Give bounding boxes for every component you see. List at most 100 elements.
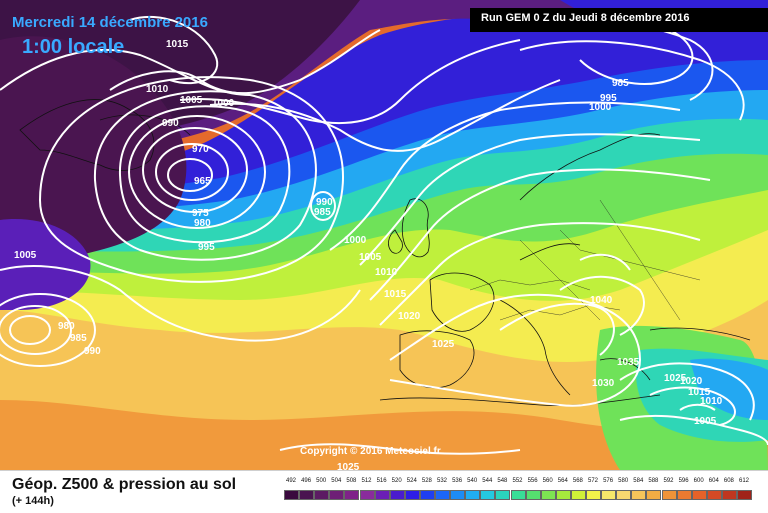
coast-greenland [19,99,155,171]
scale-swatch [616,490,632,500]
isobar-980 [128,115,266,229]
scale-swatch [495,490,511,500]
scale-label: 564 [557,478,568,484]
scale-swatch [601,490,617,500]
scale-swatch [374,490,390,500]
scale-swatch [329,490,345,500]
field-purple-core [0,36,187,263]
forecast-date-title: Mercredi 14 décembre 2016 [12,14,208,31]
scale-label: 604 [708,478,719,484]
isobars [0,13,768,455]
scale-label: 496 [301,478,312,484]
scale-label: 592 [663,478,674,484]
isobar-970 [155,143,229,201]
field-se-blue [690,358,768,420]
isobar-label: 1025 [432,339,455,350]
scale-label: 528 [421,478,432,484]
scale-swatch [450,490,466,500]
isobar-label: 1005 [359,252,382,263]
isobar-1000 [209,79,561,152]
scale-swatch [419,490,435,500]
scale-label: 500 [316,478,327,484]
run-info-text: Run GEM 0 Z du Jeudi 8 décembre 2016 [481,12,690,24]
scale-swatch [404,490,420,500]
isobar-990-small [310,191,336,221]
isobar-1010-se [679,403,716,411]
isobar-1015 [129,15,219,85]
scale-swatch [646,490,662,500]
isobar-label: 985 [70,333,87,344]
scale-label: 584 [633,478,644,484]
isobar-965 [167,158,213,192]
scale-swatch [540,490,556,500]
isobar-1020 [379,222,701,326]
scale-swatch [480,490,496,500]
coast-italy [499,299,571,396]
scale-label: 508 [346,478,357,484]
isobar-label: 1015 [166,39,189,50]
isobar-1030 [499,302,615,356]
isobar-label: 1030 [592,378,615,389]
geopotential-map: 1015 1010 1005 1000 990 970 965 975 980 … [0,0,768,470]
coast-scandinavia [519,133,661,201]
isobar-label: 1015 [384,289,407,300]
scale-swatch [661,490,677,500]
isobar-label: 990 [316,197,333,208]
isobar-label: 1040 [590,295,613,306]
isobar-975 [142,127,248,213]
isobar-label: 1010 [700,396,723,407]
isobar-label: 990 [162,118,179,129]
isobar-1005c [329,101,681,251]
scale-label: 556 [527,478,538,484]
isobar-label: 995 [198,242,215,253]
scale-label: 560 [542,478,553,484]
isobar-label: 985 [612,78,629,89]
scale-swatch [631,490,647,500]
coast-baltic [519,243,581,261]
scale-label: 572 [587,478,598,484]
scale-swatch [510,490,526,500]
scale-label: 552 [512,478,523,484]
scale-label: 524 [406,478,417,484]
scale-swatch [570,490,586,500]
scale-label: 520 [391,478,402,484]
footer-title: Géop. Z500 & pression au sol [12,476,237,493]
coast-france [429,272,495,332]
isobar-1005-se [619,414,768,446]
scale-swatch [525,490,541,500]
isobar-label: 1005 [14,250,37,261]
scale-label: 612 [738,478,749,484]
isobar-label: 1005 [694,416,717,427]
scale-label: 532 [436,478,447,484]
scale-label: 540 [467,478,478,484]
isobar-label: 980 [194,218,211,229]
isobar-label: 1020 [680,376,703,387]
field-sw-low [0,219,91,310]
isobar-985-w [0,305,72,355]
isobar-label: 1015 [688,387,711,398]
isobar-label: 970 [192,144,209,155]
isobar-label: 1035 [617,357,640,368]
isobar-label: 965 [194,176,211,187]
scale-swatch [435,490,451,500]
border-line-5 [599,199,681,321]
scale-swatch [344,490,360,500]
scale-swatch [555,490,571,500]
scale-label: 568 [572,478,583,484]
scale-swatch [299,490,315,500]
scale-label: 608 [723,478,734,484]
isobar-label: 1005 [180,95,203,106]
copyright-text: Copyright © 2016 Meteociel.fr [300,446,441,457]
scale-label: 576 [603,478,614,484]
isobar-label: 975 [192,208,209,219]
isobar-1040 [579,253,631,271]
scale-swatch [691,490,707,500]
isobar-label: 990 [84,346,101,357]
isobar-995 [38,76,344,283]
isobar-1005-w [0,265,361,342]
scale-label: 588 [648,478,659,484]
isobar-1010 [109,29,381,95]
forecast-time-title: 1:00 locale [22,36,125,58]
scale-swatch [465,490,481,500]
coast-black-sea [649,327,751,341]
